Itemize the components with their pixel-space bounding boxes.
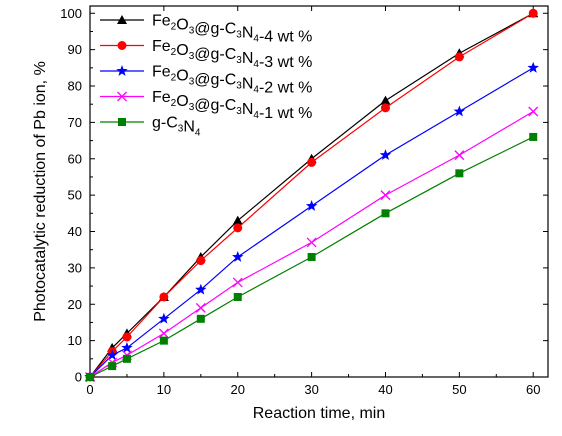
y-tick-label: 30 [68,260,82,275]
x-tick-label: 10 [157,382,171,397]
x-tick-label: 0 [86,382,93,397]
series-line [89,67,534,378]
y-axis-title: Photocatalytic reduction of Pb ion, % [32,61,49,322]
y-tick-label: 80 [68,79,82,94]
y-tick-label: 10 [68,333,82,348]
data-point [232,215,243,225]
y-tick-label: 0 [75,370,82,385]
legend-label: g-C3N4 [152,115,201,139]
series-line [89,136,534,378]
legend-marker [117,41,127,50]
x-tick-label: 60 [526,382,540,397]
data-point [380,103,390,113]
data-point [529,132,538,141]
data-point [381,209,390,218]
data-point [306,237,317,248]
series-line [89,12,534,378]
data-point [108,362,117,371]
data-point [454,150,465,161]
data-point [380,95,391,105]
legend-entry: Fe2O3@g-C3N4-4 wt % [100,13,312,46]
y-tick-label: 40 [68,224,82,239]
legend-label: Fe2O3@g-C3N4-4 wt % [152,13,312,46]
series-line [89,12,534,378]
data-point [233,223,243,233]
y-tick-label: 90 [68,42,82,57]
data-point [453,105,466,117]
data-point [196,314,205,323]
x-axis-title: Reaction time, min [253,405,386,422]
legend-label: Fe2O3@g-C3N4-2 wt % [152,64,312,97]
data-point [232,250,244,262]
y-tick-label: 100 [60,6,82,21]
x-tick-label: 40 [378,382,392,397]
legend-entry: Fe2O3@g-C3N4-1 wt % [100,89,312,122]
legend-entry: g-C3N4 [100,115,201,139]
legend-marker [117,91,127,102]
legend-entry: Fe2O3@g-C3N4-2 wt % [100,64,312,97]
data-point [196,256,206,266]
data-point [122,332,132,342]
y-tick-label: 70 [68,115,82,130]
data-point [121,341,133,353]
data-point [86,373,94,381]
legend-marker [118,118,126,126]
data-point [307,157,317,167]
data-point [528,8,538,18]
x-tick-label: 30 [304,382,318,397]
legend-label: Fe2O3@g-C3N4-3 wt % [152,38,312,71]
y-tick-label: 20 [68,297,82,312]
legend-entry: Fe2O3@g-C3N4-3 wt % [100,38,312,71]
x-tick-label: 50 [452,382,466,397]
data-point [232,277,243,288]
data-point [379,149,392,160]
data-point [106,349,118,361]
series-line [89,110,534,378]
legend-marker [117,15,127,24]
data-point [122,354,131,363]
data-point [233,292,242,301]
data-point [380,190,391,201]
plot-frame [89,5,549,378]
data-point [454,52,464,62]
data-point [527,61,539,73]
series-4 [85,106,539,382]
data-point [195,302,206,313]
x-tick-label: 20 [231,382,245,397]
y-tick-label: 50 [68,188,82,203]
data-point [307,252,316,261]
data-point [158,328,169,339]
data-point [159,336,168,345]
y-tick-label: 60 [68,151,82,166]
legend-label: Fe2O3@g-C3N4-1 wt % [152,89,312,122]
data-point [158,312,170,324]
data-point [159,292,169,302]
data-point [455,169,464,178]
data-point [195,283,207,295]
data-point [305,200,318,211]
legend-marker [116,65,128,76]
data-point [528,106,539,117]
series-5 [86,132,538,381]
